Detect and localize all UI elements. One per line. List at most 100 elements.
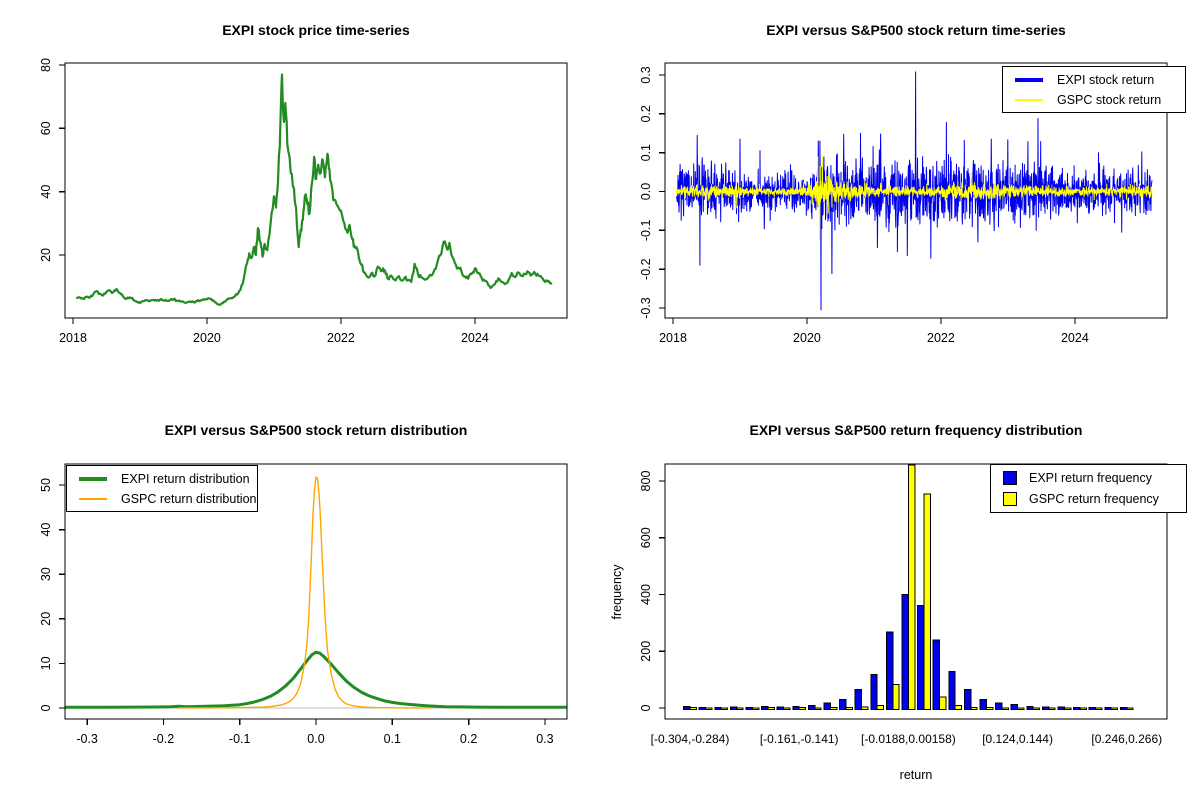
frequency-legend: EXPI return frequency GSPC return freque… bbox=[990, 464, 1187, 513]
y-tick-label: 0.2 bbox=[639, 105, 653, 122]
frequency-series-group bbox=[683, 464, 1134, 711]
x-tick-label: 2020 bbox=[793, 331, 821, 345]
gspc-bar bbox=[923, 493, 931, 710]
plot-box bbox=[64, 62, 568, 319]
expi-bar bbox=[1026, 705, 1034, 710]
gspc-bar bbox=[720, 707, 729, 710]
legend-label: GSPC return distribution bbox=[121, 491, 257, 506]
density-line-1 bbox=[178, 476, 431, 709]
chart-title-price: EXPI stock price time-series bbox=[222, 22, 410, 38]
y-tick-label: 400 bbox=[639, 584, 653, 605]
gspc-bar bbox=[1048, 707, 1056, 710]
expi-bar bbox=[1010, 704, 1019, 711]
gspc-bar bbox=[1032, 707, 1041, 710]
y-tick-label: 0.0 bbox=[639, 183, 653, 200]
x-tick-label: 2024 bbox=[461, 331, 489, 345]
gspc-bar bbox=[829, 707, 838, 710]
gspc-bar bbox=[783, 707, 791, 710]
legend-label: GSPC stock return bbox=[1057, 92, 1162, 107]
x-tick-label: -0.3 bbox=[76, 732, 98, 746]
x-tick-label: 2020 bbox=[193, 331, 221, 345]
distribution-legend: EXPI return distribution GSPC return dis… bbox=[66, 465, 258, 512]
legend-line-green-icon bbox=[79, 476, 107, 481]
chart-title-distribution: EXPI versus S&P500 stock return distribu… bbox=[164, 422, 468, 438]
legend-entry-gspc-frequency: GSPC return frequency bbox=[1003, 490, 1186, 508]
panel-price-timeseries: EXPI stock price time-series 20 40 60 80 201… bbox=[0, 0, 600, 400]
legend-label: EXPI stock return bbox=[1057, 72, 1155, 87]
plot-box bbox=[664, 463, 1168, 720]
y-tick-label: 20 bbox=[39, 612, 53, 626]
y-tick-label: 80 bbox=[39, 58, 53, 72]
plot-box bbox=[664, 62, 1168, 319]
legend-swatch-yellow-icon bbox=[1003, 492, 1017, 506]
price-line-0 bbox=[75, 73, 553, 306]
y-tick-label: -0.1 bbox=[639, 220, 653, 242]
panel-frequency-distribution: EXPI versus S&P500 return frequency dist… bbox=[600, 400, 1200, 800]
gspc-bar bbox=[1001, 707, 1009, 710]
chart-title-frequency: EXPI versus S&P500 return frequency dist… bbox=[749, 422, 1083, 438]
gspc-bar bbox=[939, 696, 947, 710]
y-tick-label: 20 bbox=[39, 248, 53, 262]
legend-entry-gspc-return: GSPC stock return bbox=[1015, 91, 1185, 108]
expi-bar bbox=[683, 706, 691, 710]
expi-bar bbox=[932, 639, 941, 710]
expi-bar bbox=[839, 698, 847, 710]
y-tick-label: 40 bbox=[39, 185, 53, 199]
y-tick-label: 0.1 bbox=[639, 144, 653, 161]
expi-bar bbox=[1041, 706, 1050, 710]
gspc-bar bbox=[689, 706, 697, 710]
expi-bar bbox=[1073, 706, 1081, 710]
gspc-bar bbox=[1063, 707, 1072, 710]
chart-title-returns: EXPI versus S&P500 stock return time-ser… bbox=[766, 22, 1066, 38]
panel-return-distribution: EXPI versus S&P500 stock return distribu… bbox=[0, 400, 600, 800]
expi-bar bbox=[901, 594, 909, 710]
price-series-group bbox=[75, 73, 553, 306]
gspc-bar bbox=[907, 464, 916, 710]
x-tick-label: 0.3 bbox=[536, 732, 553, 746]
gspc-bar bbox=[705, 707, 713, 710]
legend-label: GSPC return frequency bbox=[1029, 492, 1159, 506]
expi-bar bbox=[761, 706, 769, 710]
x-tick-label: 2024 bbox=[1061, 331, 1089, 345]
y-axis-label-frequency: frequency bbox=[610, 564, 624, 620]
gspc-bar bbox=[861, 706, 869, 710]
x-tick-label: -0.2 bbox=[153, 732, 175, 746]
y-tick-label: -0.3 bbox=[639, 297, 653, 319]
gspc-bar bbox=[767, 707, 775, 710]
legend-swatch-blue-icon bbox=[1003, 471, 1017, 485]
expi-bar bbox=[995, 702, 1003, 710]
expi-bar bbox=[729, 706, 738, 710]
legend-line-yellow-icon bbox=[1015, 98, 1043, 101]
gspc-bar bbox=[1079, 707, 1087, 710]
gspc-bar bbox=[1095, 707, 1103, 710]
gspc-bar bbox=[1110, 707, 1119, 710]
x-tick-label: 0.0 bbox=[307, 732, 324, 746]
returns-series-group bbox=[675, 71, 1153, 311]
gspc-bar bbox=[814, 707, 822, 710]
panel-return-timeseries: EXPI versus S&P500 stock return time-ser… bbox=[600, 0, 1200, 400]
expi-bar bbox=[1057, 706, 1065, 710]
legend-line-orange-icon bbox=[79, 497, 107, 500]
density-series-group bbox=[65, 476, 567, 709]
y-tick-label: 800 bbox=[639, 471, 653, 492]
frequency-plot-area: 0 200 400 600 800 [-0.304,-0.284) [-0.161,-0.1… bbox=[639, 463, 1168, 746]
expi-bar bbox=[807, 705, 816, 711]
gspc-bar bbox=[985, 707, 994, 710]
gspc-bar bbox=[954, 705, 963, 711]
y-tick-label: -0.2 bbox=[639, 258, 653, 280]
y-tick-label: 0.3 bbox=[639, 66, 653, 83]
x-tick-label: -0.1 bbox=[229, 732, 251, 746]
legend-entry-expi-return: EXPI stock return bbox=[1015, 71, 1185, 88]
returns-plot-area: -0.3 -0.2 -0.1 0.0 0.1 0.2 0.3 2018 2020 2022 2024 bbox=[639, 62, 1168, 345]
expi-bar bbox=[1104, 706, 1112, 710]
legend-entry-expi-distribution: EXPI return distribution bbox=[79, 470, 257, 487]
bin-interval-label: [-0.0188,0.00158) bbox=[861, 732, 956, 746]
expi-bar bbox=[776, 706, 785, 710]
expi-bar bbox=[823, 702, 831, 710]
legend-label: EXPI return distribution bbox=[121, 471, 250, 486]
expi-bar bbox=[948, 671, 956, 710]
x-tick-label: 2018 bbox=[659, 331, 687, 345]
expi-bar bbox=[745, 706, 753, 710]
y-tick-label: 0 bbox=[39, 704, 53, 711]
